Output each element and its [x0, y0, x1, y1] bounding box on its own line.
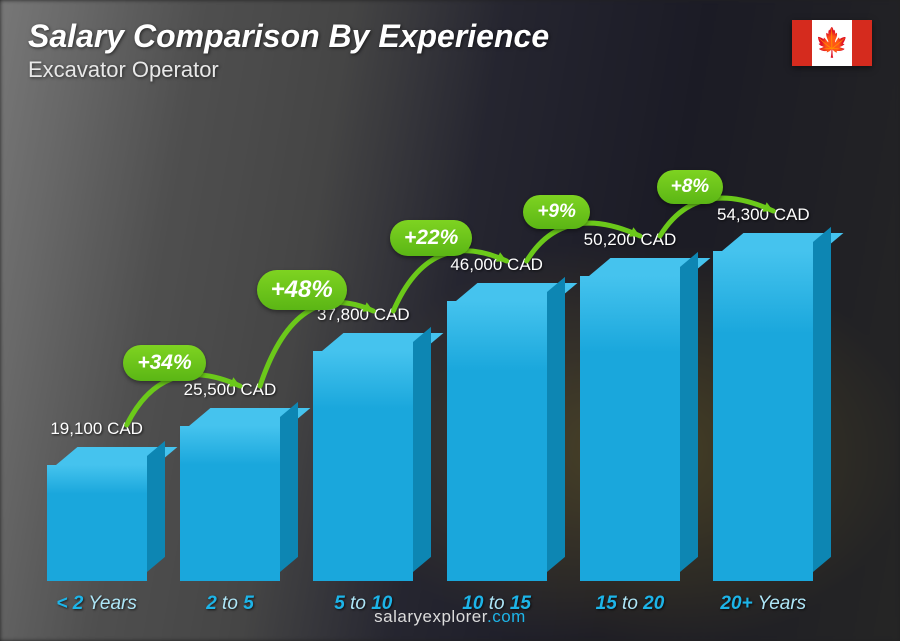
page-title: Salary Comparison By Experience	[28, 18, 549, 55]
pct-increase-badge: +34%	[123, 345, 205, 381]
maple-leaf-icon: 🍁	[815, 29, 850, 57]
pct-increase-badge: +48%	[257, 270, 347, 310]
pct-increase-badge: +9%	[523, 195, 590, 229]
content-layer: Salary Comparison By Experience Excavato…	[0, 0, 900, 641]
footer-credit: salaryexplorer.com	[0, 607, 900, 627]
chart-area: 19,100 CAD< 2 Years25,500 CAD2 to 537,80…	[0, 110, 900, 581]
pct-increase-badge: +22%	[390, 220, 472, 256]
page-subtitle: Excavator Operator	[28, 57, 549, 83]
pct-increase-badge: +8%	[657, 170, 724, 204]
bars-container: 19,100 CAD< 2 Years25,500 CAD2 to 537,80…	[30, 110, 830, 581]
canada-flag-icon: 🍁	[792, 20, 872, 66]
header: Salary Comparison By Experience Excavato…	[28, 18, 549, 83]
